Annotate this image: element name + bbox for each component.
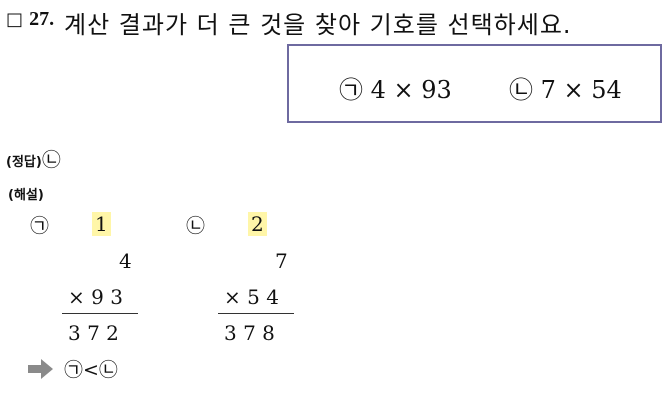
answer-label: (정답) <box>6 155 42 170</box>
answer-row: (정답)㉡ <box>6 145 61 172</box>
choice-b[interactable]: ㉡ 7 × 54 <box>509 70 622 105</box>
problem-b-operator: × 5 4 <box>224 285 279 309</box>
answer-value: ㉡ <box>41 149 61 171</box>
choices-box: ㉠ 4 × 93 ㉡ 7 × 54 <box>287 44 662 123</box>
choice-b-mark: ㉡ <box>509 76 533 104</box>
choice-a[interactable]: ㉠ 4 × 93 <box>339 70 452 105</box>
question-number: □ 27. <box>6 8 54 31</box>
problem-a-mark: ㉠ <box>30 215 50 237</box>
problem-b-top: 7 <box>275 249 288 273</box>
question-text: 계산 결과가 더 큰 것을 찾아 기호를 선택하세요. <box>64 11 572 39</box>
problem-a-top: 4 <box>119 249 132 273</box>
problem-a-divider <box>62 313 138 314</box>
problem-a-carry-digit: 1 <box>92 212 111 236</box>
right-arrow-icon <box>28 358 54 384</box>
problem-a-carry: 1 <box>92 212 111 236</box>
conclusion: ㉠<㉡ <box>64 359 118 381</box>
problem-b-divider <box>218 313 294 314</box>
problem-b-carry-digit: 2 <box>248 212 267 236</box>
problem-b-mark: ㉡ <box>186 215 206 237</box>
question-number-label: 27. <box>29 8 55 30</box>
choice-b-expression: 7 × 54 <box>540 76 622 104</box>
problem-a-result: 3 7 2 <box>68 321 119 345</box>
choice-a-expression: 4 × 93 <box>370 76 452 104</box>
problem-a-operator: × 9 3 <box>68 285 123 309</box>
checkbox-square-icon: □ <box>6 9 24 30</box>
explanation-label: (해설) <box>8 188 44 203</box>
problem-b-result: 3 7 8 <box>224 321 275 345</box>
problem-b-carry: 2 <box>248 212 267 236</box>
choice-a-mark: ㉠ <box>339 76 363 104</box>
